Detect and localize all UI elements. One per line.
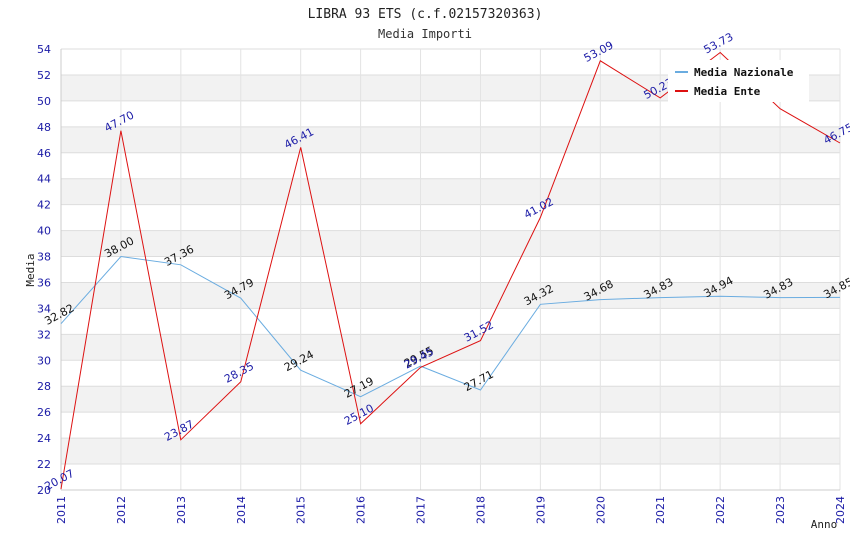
- y-tick-label: 28: [37, 380, 51, 393]
- y-tick-label: 54: [37, 43, 51, 56]
- y-tick-label: 40: [37, 225, 51, 238]
- x-tick-label: 2017: [415, 496, 428, 524]
- legend-label: Media Ente: [694, 85, 761, 98]
- x-axis-ticks: 2011 2012 2013 2014 2015 2016 2017 2018 2019 2020…: [55, 496, 847, 524]
- y-tick-label: 32: [37, 328, 51, 341]
- y-tick-label: 42: [37, 199, 51, 212]
- axes: [60, 49, 840, 491]
- legend-label: Media Nazionale: [694, 66, 794, 79]
- data-label: 28.35: [222, 359, 256, 385]
- y-tick-label: 52: [37, 69, 51, 82]
- x-tick-label: 2022: [714, 496, 727, 524]
- y-axis-ticks: 20 22 24 26 28 30 32 34 36 38 40 42 44 46 48 50 52 54: [37, 43, 51, 497]
- grid-band: [61, 282, 840, 309]
- x-tick-label: 2016: [355, 496, 368, 524]
- y-tick-label: 26: [37, 406, 51, 419]
- legend: Media Nazionale Media Ente: [668, 60, 809, 102]
- y-axis-label: Media: [24, 253, 37, 286]
- grid-band: [61, 126, 840, 153]
- x-tick-label: 2018: [474, 496, 487, 524]
- x-tick-label: 2024: [834, 496, 847, 524]
- y-tick-label: 38: [37, 251, 51, 264]
- data-label: 53.73: [702, 30, 736, 56]
- data-label: 53.09: [582, 39, 616, 65]
- y-tick-label: 48: [37, 121, 51, 134]
- y-tick-label: 46: [37, 147, 51, 160]
- chart-subtitle: Media Importi: [378, 27, 472, 41]
- x-tick-label: 2021: [654, 496, 667, 524]
- x-tick-label: 2015: [295, 496, 308, 524]
- x-tick-label: 2020: [594, 496, 607, 524]
- x-tick-label: 2014: [235, 496, 248, 524]
- x-axis-label: Anno: [811, 518, 838, 531]
- grid-band: [61, 334, 840, 361]
- vertical-gridlines: [60, 49, 841, 490]
- legend-box: [668, 60, 809, 102]
- grid-band: [61, 230, 840, 257]
- y-tick-label: 36: [37, 276, 51, 289]
- x-tick-label: 2013: [175, 496, 188, 524]
- grid-band: [61, 178, 840, 205]
- chart-title: LIBRA 93 ETS (c.f.02157320363): [308, 7, 543, 22]
- x-tick-label: 2019: [534, 496, 547, 524]
- y-tick-label: 20: [37, 484, 51, 497]
- y-tick-label: 34: [37, 302, 51, 315]
- y-tick-label: 22: [37, 458, 51, 471]
- horizontal-gridlines: [61, 48, 840, 491]
- y-tick-label: 30: [37, 354, 51, 367]
- grid-band: [61, 386, 840, 413]
- x-tick-label: 2012: [115, 496, 128, 524]
- grid-bands: [61, 74, 840, 465]
- y-tick-label: 44: [37, 173, 51, 186]
- series-line-media-nazionale: [60, 255, 841, 398]
- grid-band: [61, 438, 840, 465]
- y-tick-label: 24: [37, 432, 51, 445]
- x-tick-label: 2011: [55, 496, 68, 524]
- y-tick-label: 50: [37, 95, 51, 108]
- x-tick-label: 2023: [774, 496, 787, 524]
